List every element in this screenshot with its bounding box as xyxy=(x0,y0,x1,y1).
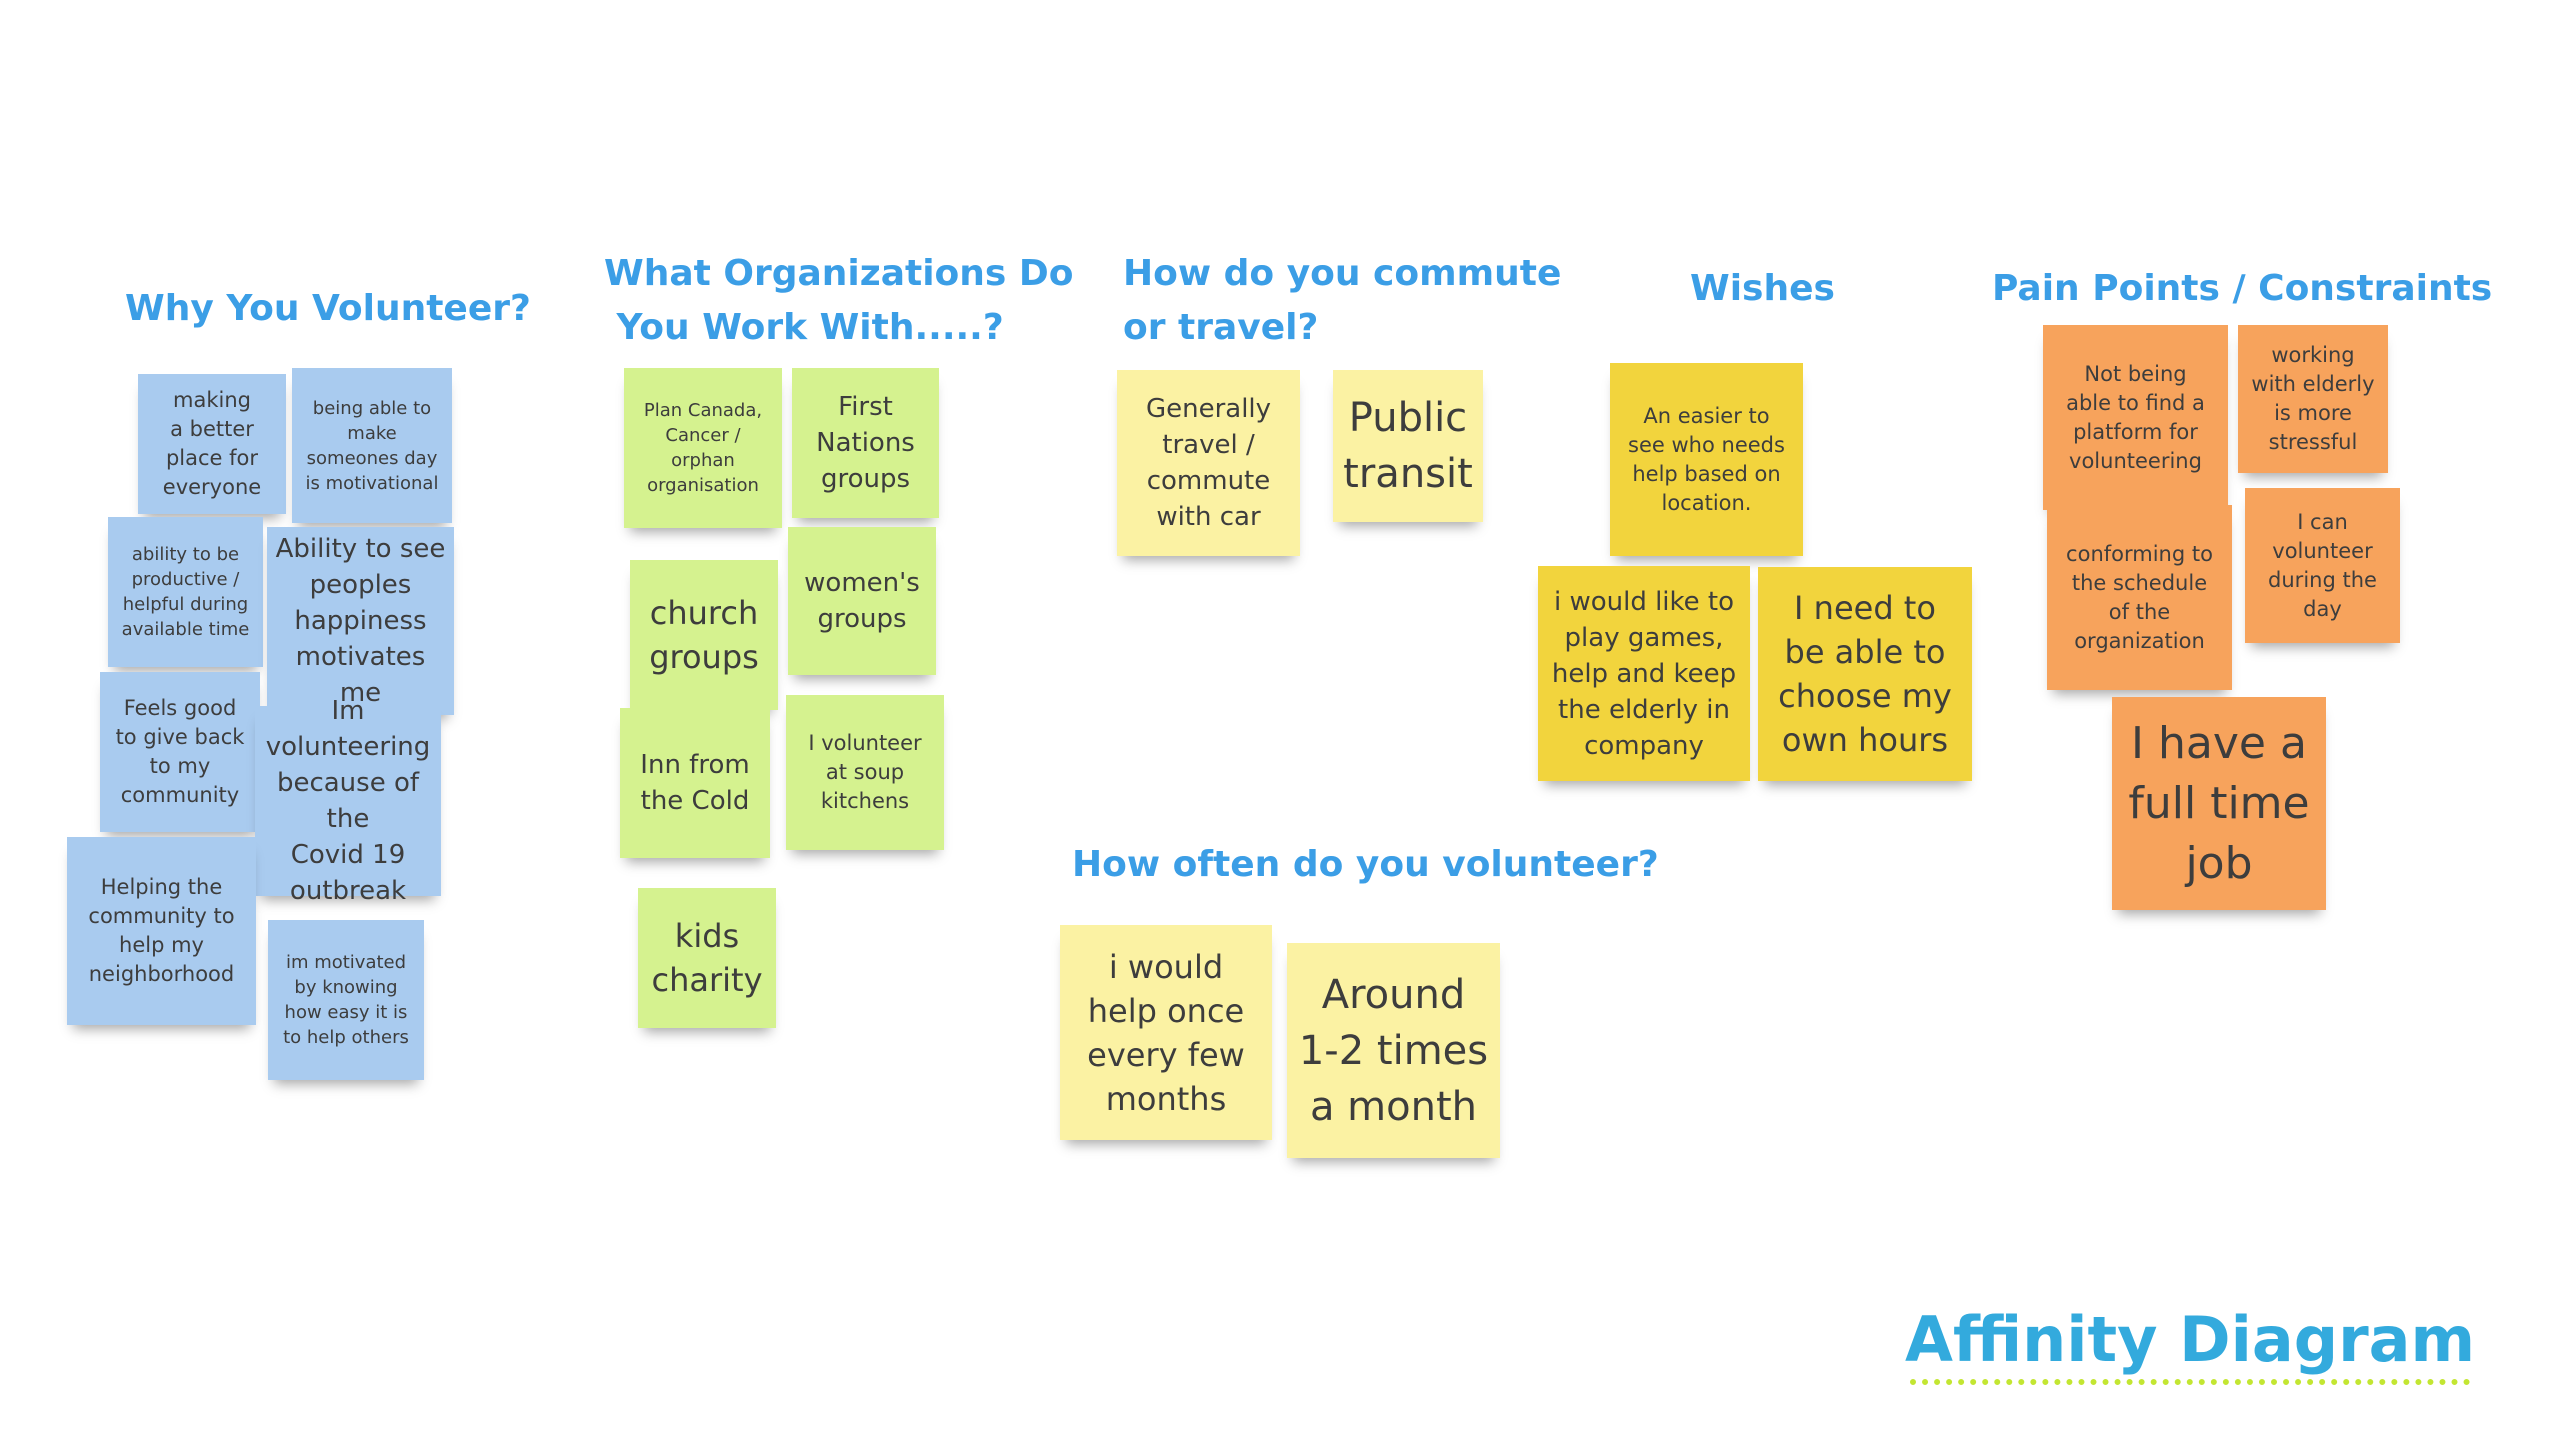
sticky-note: women's groups xyxy=(788,527,936,675)
sticky-note: Plan Canada, Cancer / orphan organisatio… xyxy=(624,368,782,528)
sticky-note: i would like to play games, help and kee… xyxy=(1538,566,1750,781)
sticky-note: I can volunteer during the day xyxy=(2245,488,2400,643)
sticky-note: I need to be able to choose my own hours xyxy=(1758,567,1972,781)
sticky-note: Not being able to find a platform for vo… xyxy=(2043,325,2228,510)
heading-how-often: How often do you volunteer? xyxy=(1072,844,1659,885)
sticky-note: Public transit xyxy=(1333,370,1483,522)
heading-why-you-volunteer: Why You Volunteer? xyxy=(125,288,531,329)
sticky-note: conforming to the schedule of the organi… xyxy=(2047,505,2232,690)
sticky-note: Generally travel / commute with car xyxy=(1117,370,1300,556)
sticky-note: Ability to see peoples happiness motivat… xyxy=(267,527,454,715)
heading-wishes: Wishes xyxy=(1690,268,1835,309)
sticky-note: Helping the community to help my neighbo… xyxy=(67,837,256,1025)
heading-pain-points: Pain Points / Constraints xyxy=(1992,268,2493,309)
sticky-note: An easier to see who needs help based on… xyxy=(1610,363,1803,556)
sticky-note: making a better place for everyone xyxy=(138,374,286,514)
sticky-note: being able to make someones day is motiv… xyxy=(292,368,452,523)
sticky-note: Im volunteering because of the Covid 19 … xyxy=(255,696,441,906)
heading-how-commute: How do you commute or travel? xyxy=(1123,253,1562,348)
sticky-note: First Nations groups xyxy=(792,368,939,518)
sticky-note: ability to be productive / helpful durin… xyxy=(108,517,263,667)
sticky-note: kids charity xyxy=(638,888,776,1028)
affinity-diagram-title: Affinity Diagram xyxy=(1905,1303,2476,1376)
sticky-note: I volunteer at soup kitchens xyxy=(786,695,944,850)
title-underline xyxy=(1910,1379,2470,1385)
sticky-note: i would help once every few months xyxy=(1060,925,1272,1140)
sticky-note: Inn from the Cold xyxy=(620,708,770,858)
heading-what-organizations: What Organizations Do You Work With.....… xyxy=(604,253,1074,348)
sticky-note: working with elderly is more stressful xyxy=(2238,325,2388,473)
sticky-note: Around 1-2 times a month xyxy=(1287,943,1500,1158)
sticky-note: Feels good to give back to my community xyxy=(100,672,260,832)
sticky-note: I have a full time job xyxy=(2112,697,2326,910)
sticky-note: church groups xyxy=(630,560,778,710)
sticky-note: im motivated by knowing how easy it is t… xyxy=(268,920,424,1080)
